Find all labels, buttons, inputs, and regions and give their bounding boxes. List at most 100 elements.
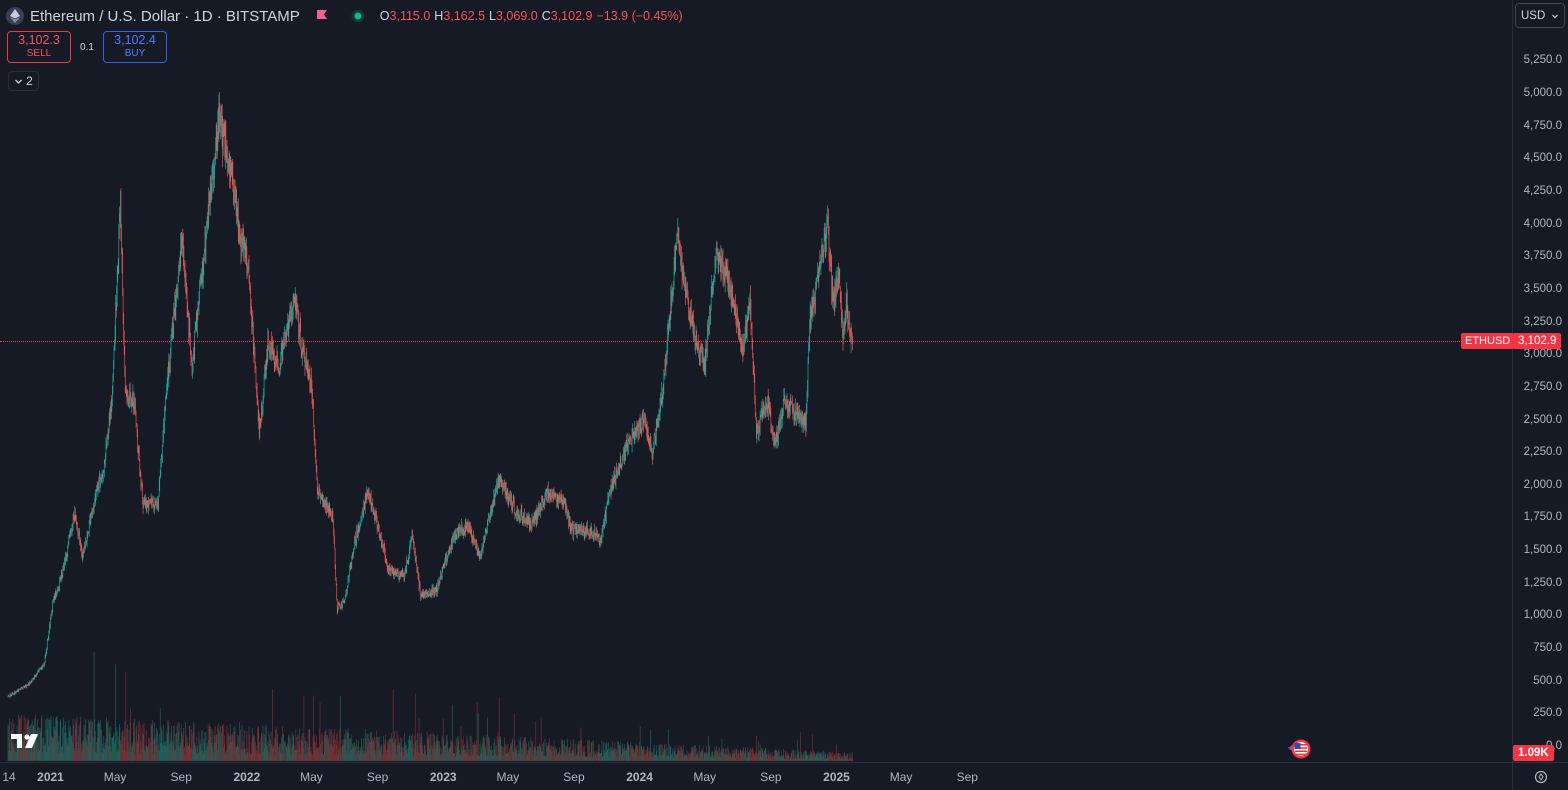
volume-bar — [342, 746, 343, 761]
sell-label: SELL — [26, 48, 52, 59]
sell-button[interactable]: 3,102.3 SELL — [7, 31, 71, 63]
volume-bar — [280, 737, 282, 761]
price-tick: 5,250.0 — [1523, 54, 1562, 67]
volume-bar — [473, 745, 474, 761]
volume-bar — [561, 739, 562, 761]
volume-bar — [263, 733, 265, 761]
volume-bar — [259, 754, 261, 761]
volume-bar — [630, 750, 632, 761]
volume-bar — [110, 726, 112, 761]
volume-bar — [296, 749, 297, 761]
tradingview-logo-icon[interactable] — [9, 731, 43, 751]
volume-bar — [278, 752, 279, 761]
currency-select[interactable]: USD — [1515, 3, 1565, 28]
volume-bar — [610, 747, 612, 761]
price-tick: 2,750.0 — [1523, 380, 1562, 393]
volume-bar — [200, 744, 201, 761]
volume-bar — [435, 743, 437, 761]
volume-bar — [339, 729, 340, 761]
volume-bar — [772, 752, 774, 761]
volume-bar — [792, 758, 794, 761]
volume-bar — [146, 745, 148, 761]
price-tick: 4,750.0 — [1523, 119, 1562, 132]
volume-bar — [350, 749, 352, 761]
settings-icon — [1534, 770, 1547, 783]
volume-bar — [806, 754, 808, 761]
volume-bar — [380, 746, 382, 761]
volume-bar — [444, 746, 446, 761]
volume-bar — [524, 737, 525, 761]
volume-bar — [98, 720, 99, 761]
volume-bar — [624, 750, 626, 761]
flag-icon[interactable] — [314, 8, 330, 24]
volume-bar — [211, 728, 213, 761]
volume-bar — [414, 693, 416, 761]
volume-bar — [238, 722, 240, 761]
volume-bar — [554, 746, 556, 761]
volume-bar — [696, 754, 698, 761]
price-tick: 1,750.0 — [1523, 511, 1562, 524]
volume-bar — [851, 758, 853, 761]
volume-bar — [500, 739, 502, 761]
volume-bar — [222, 726, 224, 761]
volume-bar — [12, 718, 14, 761]
volume-bar — [511, 740, 513, 761]
volume-bar — [392, 738, 394, 761]
volume-bar — [328, 738, 329, 761]
volume-bar — [536, 756, 538, 761]
volume-bar — [150, 723, 152, 761]
volume-bar — [837, 753, 838, 761]
volume-bar — [230, 742, 232, 761]
volume-bar — [214, 725, 216, 761]
buy-label: BUY — [124, 48, 146, 59]
volume-bar — [513, 713, 515, 761]
symbol-title[interactable]: Ethereum / U.S. Dollar · 1D · BITSTAMP — [30, 7, 300, 25]
volume-bar — [358, 747, 360, 761]
volume-bar — [766, 754, 767, 761]
volume-bar — [123, 750, 125, 761]
volume-bar — [272, 746, 274, 761]
volume-bar — [148, 746, 150, 761]
volume-bar — [845, 755, 847, 761]
volume-bar — [335, 739, 336, 761]
volume-bar — [369, 743, 371, 761]
volume-bar — [116, 727, 118, 761]
indicators-toggle-button[interactable]: 2 — [8, 71, 39, 91]
volume-bar — [185, 721, 186, 761]
price-scale[interactable]: 5,250.0 5,000.0 4,750.0 4,500.0 4,250.0 4,000… — [1512, 0, 1568, 762]
volume-bar — [220, 726, 221, 761]
scale-settings-button[interactable] — [1512, 762, 1568, 790]
volume-bar — [319, 702, 321, 761]
volume-bar — [89, 742, 91, 761]
time-scale[interactable]: 14 2021 May Sep 2022 May Sep 2023 May Sep 2024 May S… — [0, 762, 1512, 790]
volume-bar — [157, 744, 159, 761]
buy-button[interactable]: 3,102.4 BUY — [103, 31, 167, 63]
volume-bar — [798, 752, 800, 761]
volume-bar — [176, 725, 178, 761]
volume-bar — [247, 747, 249, 761]
volume-bar — [107, 720, 109, 761]
volume-bar — [711, 756, 713, 761]
volume-bar — [599, 753, 601, 761]
volume-bar — [235, 747, 237, 761]
price-chart[interactable] — [0, 0, 1512, 762]
volume-bar — [684, 754, 686, 761]
volume-bar — [51, 735, 52, 761]
volume-bar — [275, 729, 276, 761]
economic-event-icon[interactable] — [1286, 738, 1316, 760]
volume-bar — [686, 750, 688, 761]
volume-bar — [611, 750, 612, 761]
volume-bar — [85, 719, 86, 761]
volume-bar — [49, 738, 51, 761]
volume-bar — [298, 740, 299, 761]
volume-bar — [105, 738, 107, 761]
time-tick: 2023 — [429, 770, 457, 784]
volume-bar — [840, 758, 842, 761]
volume-bar — [440, 754, 441, 761]
volume-bar — [652, 756, 654, 761]
volume-bar — [679, 750, 680, 761]
volume-bar — [526, 750, 528, 761]
volume-bar — [543, 756, 545, 761]
market-status-icon[interactable] — [350, 8, 366, 24]
